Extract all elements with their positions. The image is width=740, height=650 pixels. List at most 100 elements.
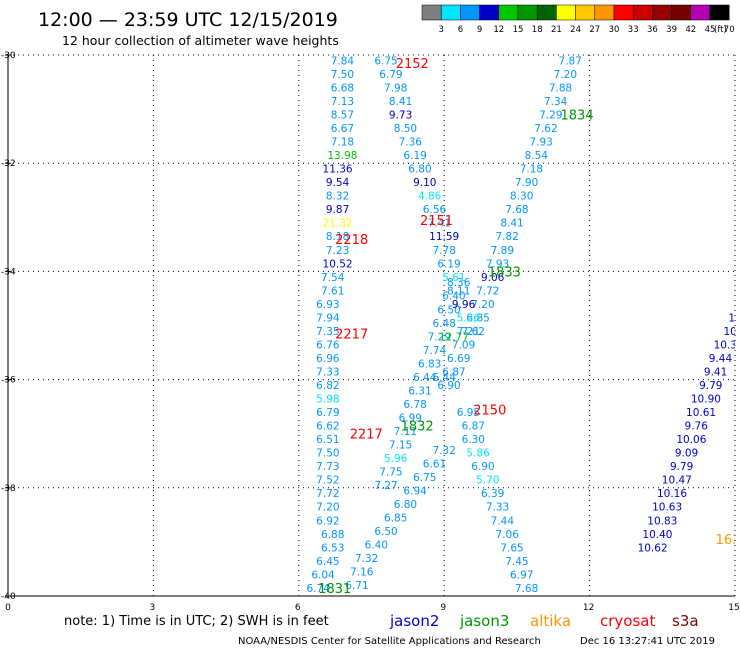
color-scale-swatch xyxy=(632,4,653,21)
satellite-legend-s3a: s3a xyxy=(672,612,699,630)
swh-value-label: 6.44 xyxy=(433,372,457,384)
swh-value-label: 5.61 xyxy=(442,272,465,284)
pass-label: 2217 xyxy=(350,428,383,443)
color-scale-swatch xyxy=(421,4,442,21)
swh-value-label: 9.79 xyxy=(670,461,693,473)
color-scale-label: 15 xyxy=(513,25,524,35)
swh-value-label: 9.87 xyxy=(326,204,349,216)
swh-value-label: 12.77 xyxy=(439,331,469,343)
swh-value-label: 6.95 xyxy=(457,407,480,419)
color-scale-swatch xyxy=(556,4,576,21)
swh-value-label: 9.44 xyxy=(709,353,733,365)
satellite-legend-jason3: jason3 xyxy=(459,612,509,630)
swh-value-label: 8.36 xyxy=(447,277,471,289)
swh-value-label: 7.23 xyxy=(326,245,349,257)
pass-label: 1833 xyxy=(488,265,521,280)
swh-value-label: 7.34 xyxy=(544,96,568,108)
swh-value-label: 6.53 xyxy=(321,542,344,554)
swh-value-label: 21.32 xyxy=(323,218,353,230)
swh-value-label: 7.44 xyxy=(491,515,515,527)
color-scale-label: 30 xyxy=(609,25,620,35)
swh-value-label: 7.73 xyxy=(316,461,339,473)
swh-value-label: 7.72 xyxy=(316,488,339,500)
y-tick-label: -32 xyxy=(1,159,16,169)
color-scale-label: 33 xyxy=(628,25,639,35)
swh-value-label: 7.74 xyxy=(423,345,447,357)
plot-area: 0 3 6 9 12 15-30-32-34-36-38-407.847.506.687.… xyxy=(1,51,740,613)
swh-value-label: 6.75 xyxy=(374,55,397,67)
pass-label: 2150 xyxy=(473,403,506,418)
swh-value-label: 6.61 xyxy=(423,458,446,470)
chart-subtitle: 12 hour collection of altimeter wave hei… xyxy=(62,33,339,48)
swh-value-label: 6.80 xyxy=(394,499,417,511)
swh-value-label: 8.50 xyxy=(394,123,417,135)
swh-value-label: 5.26 xyxy=(457,312,481,324)
swh-value-label: 10.90 xyxy=(691,394,721,406)
pass-label: 2151 xyxy=(420,214,453,229)
color-scale-unit: (ft) xyxy=(714,25,727,35)
swh-value-label: 8.57 xyxy=(331,110,354,122)
swh-value-label: 7.93 xyxy=(486,258,509,270)
color-scale-swatch xyxy=(517,4,538,21)
color-scale-swatch xyxy=(652,4,672,21)
swh-value-label: 6.31 xyxy=(408,385,431,397)
footer-note: note: 1) Time is in UTC; 2) SWH is in fe… xyxy=(64,614,329,629)
y-tick-label: -40 xyxy=(1,592,16,602)
swh-value-label: 7.09 xyxy=(452,339,475,351)
swh-value-label: 6.96 xyxy=(316,353,340,365)
x-tick-label: 0 xyxy=(5,603,11,613)
swh-value-label: 8.41 xyxy=(389,96,412,108)
swh-value-label: 7.68 xyxy=(505,204,528,216)
swh-value-label: 6.50 xyxy=(374,526,397,538)
swh-value-label: 6.87 xyxy=(462,421,485,433)
swh-value-label: 8.32 xyxy=(326,191,349,203)
swh-value-label: 9.09 xyxy=(675,448,698,460)
swh-value-label: 7.50 xyxy=(331,69,354,81)
color-scale-label: 39 xyxy=(666,25,677,35)
y-tick-label: -36 xyxy=(1,376,16,386)
swh-value-label: 6.40 xyxy=(442,291,465,303)
swh-value-label: 9.54 xyxy=(326,177,350,189)
color-scale-swatch xyxy=(460,4,480,21)
color-scale-swatch xyxy=(671,4,692,21)
swh-value-label: 7.18 xyxy=(331,137,354,149)
color-scale-swatch xyxy=(440,4,461,21)
swh-value-label: 6.76 xyxy=(316,339,340,351)
color-scale-label: 18 xyxy=(532,25,543,35)
swh-value-label: 7.94 xyxy=(316,312,340,324)
swh-value-label: 10.63 xyxy=(652,502,682,514)
swh-value-label: 10 xyxy=(728,312,740,324)
color-scale-swatch xyxy=(575,4,596,21)
swh-value-label: 6.97 xyxy=(510,569,533,581)
color-scale-swatch xyxy=(690,4,711,21)
swh-value-label: 6.39 xyxy=(481,488,504,500)
color-scale-label: 70 xyxy=(724,25,735,35)
swh-value-label: 6.04 xyxy=(311,569,335,581)
swh-value-label: 10.16 xyxy=(657,488,687,500)
swh-value-label: 7.50 xyxy=(316,448,339,460)
pass-label: 2217 xyxy=(335,328,368,343)
swh-value-label: 7.65 xyxy=(500,542,523,554)
swh-value-label: 6.67 xyxy=(331,123,354,135)
swh-value-label: 9.41 xyxy=(704,366,727,378)
swh-value-label: 7.16 xyxy=(350,567,374,579)
swh-value-label: 7.20 xyxy=(471,299,494,311)
satellite-legend: jason2 jason3 altika cryosat s3a xyxy=(389,612,699,630)
swh-value-label: 5.70 xyxy=(476,475,499,487)
swh-value-label: 6.68 xyxy=(331,82,354,94)
timestamp-text: Dec 16 13:27:41 UTC 2019 xyxy=(580,636,715,647)
swh-value-label: 6.69 xyxy=(447,353,470,365)
swh-value-label: 6.87 xyxy=(442,366,465,378)
x-tick-label: 9 xyxy=(440,603,446,613)
swh-value-label: 7.11 xyxy=(394,426,417,438)
swh-value-label: 7.15 xyxy=(389,440,412,452)
swh-value-label: 7.41 xyxy=(428,218,451,230)
color-scale-label: 12 xyxy=(493,25,504,35)
swh-value-label: 6.92 xyxy=(316,515,339,527)
swh-value-label: 7.75 xyxy=(379,467,402,479)
color-scale-label: 36 xyxy=(647,25,658,35)
pass-label: 2149 xyxy=(531,598,564,613)
swh-value-label: 10.83 xyxy=(647,515,677,527)
swh-value-label: 6.93 xyxy=(316,299,339,311)
swh-value-label: 7.35 xyxy=(316,326,339,338)
